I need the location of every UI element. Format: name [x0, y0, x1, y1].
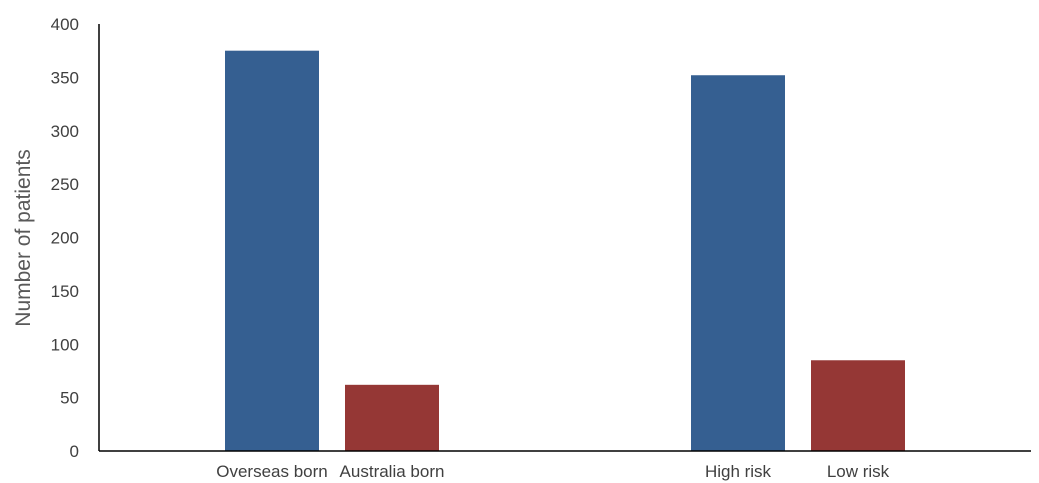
y-tick-label: 50 — [60, 389, 79, 408]
y-tick-label: 250 — [51, 175, 79, 194]
category-label: Australia born — [340, 462, 445, 481]
y-tick-label: 300 — [51, 122, 79, 141]
category-labels: Overseas born Australia born High risk Low … — [216, 462, 889, 481]
bar — [345, 384, 439, 451]
y-axis-title: Number of patients — [12, 149, 35, 326]
category-label: Overseas born — [216, 462, 328, 481]
bar — [225, 50, 319, 451]
y-tick-label: 150 — [51, 282, 79, 301]
y-tick-label: 400 — [51, 15, 79, 34]
y-tick-label: 200 — [51, 229, 79, 248]
y-tick-label: 100 — [51, 335, 79, 354]
category-label: Low risk — [827, 462, 890, 481]
y-tick-label: 350 — [51, 68, 79, 87]
y-tick-label: 0 — [70, 442, 79, 461]
bars — [225, 50, 905, 452]
y-tick-labels: 0 50 100 150 200 250 300 350 400 — [51, 15, 79, 461]
bar — [691, 75, 785, 452]
bar — [811, 360, 905, 451]
category-label: High risk — [705, 462, 772, 481]
